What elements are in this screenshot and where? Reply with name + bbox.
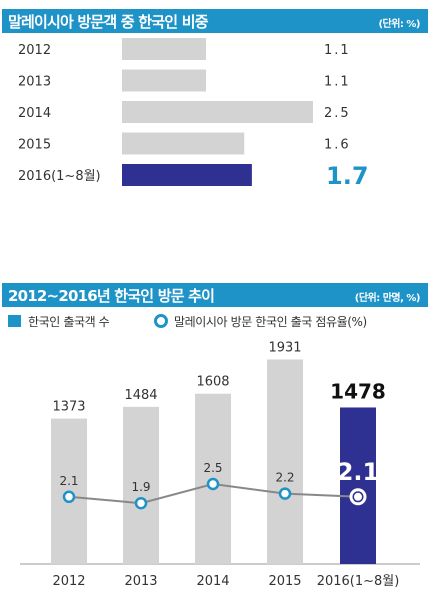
- chart1-title: 말레이시아 방문객 중 한국인 비중: [8, 13, 209, 31]
- chart2-unit-label: (단위: 만명, %): [354, 293, 421, 304]
- chart2-bar-value-label: 1373: [52, 400, 85, 415]
- chart2-x-tick-label: 2016(1~8월): [317, 574, 400, 589]
- chart2-line-point: [134, 496, 148, 510]
- chart2-line-point: [206, 477, 220, 491]
- chart1-bar: [122, 38, 207, 60]
- chart2-line-value-label: 2.5: [203, 461, 222, 475]
- chart1-value-label: 1.1: [324, 75, 351, 90]
- legend-swatch-bar: [8, 315, 21, 327]
- chart1-category-label: 2015: [18, 138, 51, 153]
- chart1-category-label: 2013: [18, 75, 51, 90]
- chart2-line-value-label: 2.2: [275, 471, 294, 485]
- chart1-value-label: 1.6: [324, 138, 351, 153]
- chart1-svg: 2012 1.1 2013 1.1 2014 2.5 2015 1.6 2016(1~8월) 1.…: [18, 38, 369, 190]
- legend-label-bar: 한국인 출국객 수: [28, 315, 110, 329]
- chart2-legend: 한국인 출국객 수 말레이시아 방문 한국인 출국 점유율(%): [0, 313, 430, 331]
- chart2-bar: [267, 359, 303, 564]
- chart1-value-label: 1.1: [324, 43, 351, 58]
- chart2-line-value-label: 1.9: [131, 480, 150, 494]
- chart2-x-tick-label: 2014: [196, 574, 229, 589]
- chart1-category-label: 2014: [18, 106, 51, 121]
- chart2-line-point: [62, 490, 76, 504]
- chart2-svg: 1373 2012 1484 2013 1608 2014 1931 2015 1478 2016…: [20, 340, 420, 589]
- chart1-unit-label: (단위: %): [378, 19, 420, 30]
- chart1-header: 말레이시아 방문객 중 한국인 비중 (단위: %): [2, 9, 428, 33]
- chart2-bar-value-label: 1478: [330, 379, 386, 403]
- chart1-category-label: 2016(1~8월): [18, 169, 101, 184]
- chart2-header: 2012~2016년 한국인 방문 추이 (단위: 만명, %): [2, 283, 428, 307]
- chart1-value-label: 1.7: [326, 162, 369, 190]
- chart1-category-label: 2012: [18, 43, 51, 58]
- chart2-plot: 1373 2012 1484 2013 1608 2014 1931 2015 1478 2016…: [0, 331, 430, 597]
- legend-label-line: 말레이시아 방문 한국인 출국 점유율(%): [174, 315, 367, 329]
- chart1-bar: [122, 101, 313, 123]
- chart2-bar: [123, 406, 159, 564]
- legend-marker-line: [154, 314, 168, 328]
- chart2-title: 2012~2016년 한국인 방문 추이: [8, 287, 215, 305]
- chart1-bar: [122, 164, 252, 186]
- chart2-line-value-label: 2.1: [59, 474, 78, 488]
- chart1-value-label: 2.5: [324, 106, 351, 121]
- chart2-bar-value-label: 1931: [268, 340, 301, 355]
- chart2-bar-value-label: 1608: [196, 375, 229, 390]
- chart1-plot: 2012 1.1 2013 1.1 2014 2.5 2015 1.6 2016(1~8월) 1.…: [0, 34, 430, 204]
- chart2-bar: [340, 407, 376, 564]
- chart2-line-point-core: [354, 492, 362, 501]
- chart2-x-tick-label: 2015: [268, 574, 301, 589]
- chart2-x-tick-label: 2013: [124, 574, 157, 589]
- chart1-bar: [122, 132, 245, 155]
- chart1-bar: [122, 69, 207, 92]
- chart2-bar-value-label: 1484: [124, 388, 157, 403]
- chart2-line-point: [278, 487, 292, 500]
- chart2-x-tick-label: 2012: [52, 574, 85, 589]
- chart2-line-value-label: 2.1: [337, 458, 380, 486]
